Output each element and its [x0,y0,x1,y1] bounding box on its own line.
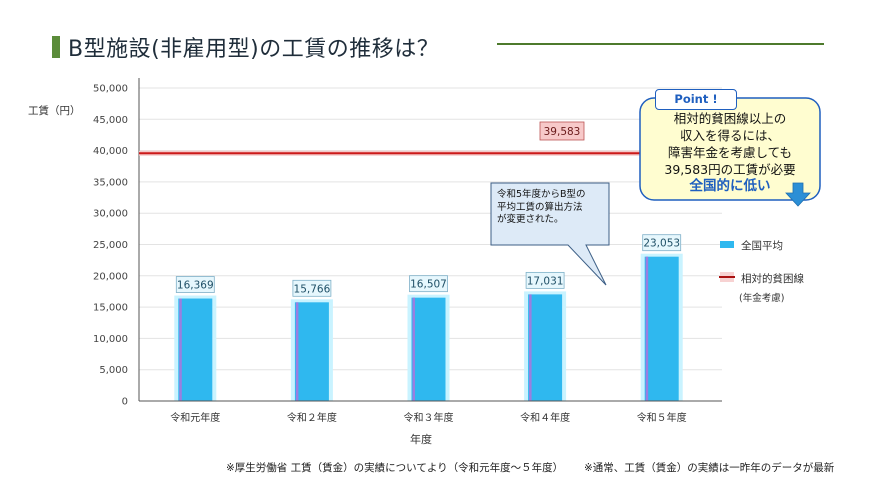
x-axis-label: 年度 [410,432,432,446]
footnote-source: ※厚生労働省 工賃（賃金）の実績についてより（令和元年度～５年度） [226,462,564,474]
bar-edge [295,302,299,401]
bar-edge [645,256,649,401]
data-label: 16,507 [410,279,447,291]
y-tick-label: 50,000 [93,84,128,95]
y-tick-label: 30,000 [93,209,128,220]
bar [411,297,446,401]
arrow-down-icon [785,182,811,207]
data-label-box [175,276,215,293]
note-line: 令和5年度からB型の [497,189,586,200]
y-axis-label: 工賃（円） [28,104,81,117]
bar-edge [179,298,182,401]
point-tag: Point ! [655,89,737,110]
footnote-note: ※通常、工賃（賃金）の実績は一昨年のデータが最新 [584,462,835,474]
chart-bars: 16,369 15,766 16,507 17,031 23,053 [174,234,683,401]
bar [294,302,329,401]
reference-label-box [539,121,585,141]
y-tick-label: 0 [122,397,128,408]
y-tick-label: 35,000 [93,177,128,188]
data-label-box [642,234,682,252]
reference-label: 39,583 [544,126,581,138]
note-line: が変更された。 [497,214,564,225]
data-label-box [409,275,448,293]
x-tick-label: 令和２年度 [287,411,337,424]
data-label: 16,369 [177,280,214,292]
data-label: 23,053 [643,238,680,250]
y-tick-label: 5,000 [99,365,128,376]
y-tick-label: 45,000 [93,115,128,126]
method-change-note: 令和5年度からB型の 平均工賃の算出方法 が変更された。 [497,189,586,227]
legend-label-poverty: 相対的貧困線 [741,273,804,285]
point-line: 収入を得るには、 [679,128,780,143]
bar-edge [529,294,532,401]
x-tick-label: 令和４年度 [520,411,570,424]
x-tick-label: 令和３年度 [404,411,454,424]
data-label-box [525,271,565,289]
point-text: 相対的貧困線以上の 収入を得るには、 障害年金を考慮しても 39,583円の工賃… [640,110,820,195]
y-tick-label: 10,000 [93,334,128,345]
y-tick-label: 40,000 [93,146,128,157]
bar [178,298,213,401]
data-label: 17,031 [527,275,564,287]
legend-sublabel-poverty: (年金考慮) [739,293,785,304]
y-axis-ticks: 0 5,000 10,000 15,000 20,000 25,000 30,000 35,0… [93,84,128,408]
bar [644,256,679,401]
method-change-callout [490,182,610,286]
data-label: 15,766 [294,283,331,295]
point-line: 障害年金を考慮しても [667,145,792,160]
point-line: 39,583円の工賃が必要 [664,162,796,177]
y-tick-label: 20,000 [93,271,128,282]
bar [528,294,563,401]
point-emphasis: 全国的に低い [689,178,771,194]
x-tick-label: 令和５年度 [637,411,687,424]
x-tick-label: 令和元年度 [170,411,220,424]
data-label-box [292,279,332,297]
y-tick-label: 15,000 [93,303,128,314]
y-tick-label: 25,000 [93,240,128,251]
bar-edge [412,297,415,401]
x-axis-ticks: 令和元年度 令和２年度 令和３年度 令和４年度 令和５年度 [170,411,686,424]
page-title: B型施設(非雇用型)の工賃の推移は？ [68,37,440,62]
note-line: 平均工賃の算出方法 [497,201,583,213]
legend-marker-average [720,241,734,248]
title-accent-bar [52,36,60,58]
title-underline [497,43,824,45]
legend-label-average: 全国平均 [741,240,783,252]
reference-line-group: 39,583 [139,121,719,156]
point-line: 相対的貧困線以上の [673,111,787,126]
